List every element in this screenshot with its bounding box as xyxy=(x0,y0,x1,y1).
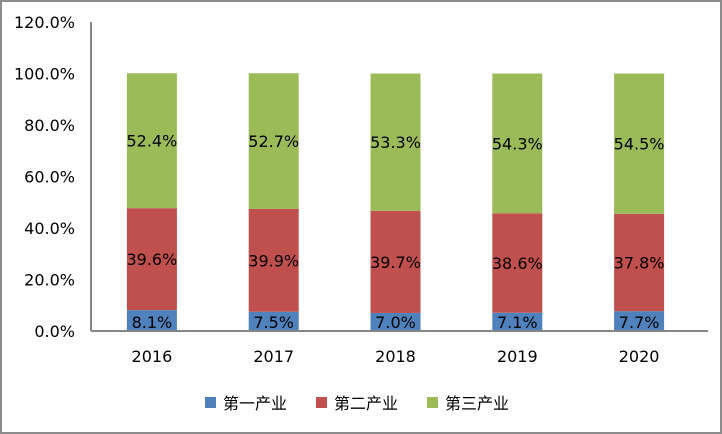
data-label: 38.6% xyxy=(492,254,543,273)
bar-segment xyxy=(614,73,665,214)
data-label: 37.8% xyxy=(614,254,665,273)
x-tick-label: 2020 xyxy=(619,347,660,366)
legend-label: 第三产业 xyxy=(445,394,509,413)
bar-segment xyxy=(492,213,543,313)
x-tick-label: 2016 xyxy=(132,347,173,366)
data-label: 54.3% xyxy=(492,134,543,153)
bar-segment xyxy=(614,311,665,331)
y-tick-label: 80.0% xyxy=(24,116,75,135)
data-label: 7.1% xyxy=(497,313,538,332)
data-label: 52.4% xyxy=(126,132,177,151)
data-label: 54.5% xyxy=(614,135,665,154)
x-tick-label: 2017 xyxy=(253,347,294,366)
legend-swatch xyxy=(205,397,216,408)
bar-segment xyxy=(370,73,421,211)
data-label: 39.7% xyxy=(370,253,421,272)
data-label: 53.3% xyxy=(370,133,421,152)
data-label: 8.1% xyxy=(132,313,173,332)
data-label: 52.7% xyxy=(248,132,299,151)
y-tick-label: 20.0% xyxy=(24,271,75,290)
y-tick-label: 100.0% xyxy=(14,65,75,84)
bar-segment xyxy=(126,73,177,209)
y-tick-label: 0.0% xyxy=(34,322,75,341)
data-label: 7.5% xyxy=(253,313,294,332)
y-tick-label: 40.0% xyxy=(24,219,75,238)
data-label: 7.0% xyxy=(375,313,416,332)
data-label: 39.6% xyxy=(126,250,177,269)
bar-segment xyxy=(370,312,421,331)
y-tick-label: 120.0% xyxy=(14,13,75,32)
bar-segment xyxy=(248,73,299,209)
bar-segment xyxy=(492,73,543,214)
data-label: 7.7% xyxy=(619,313,660,332)
bar-segment xyxy=(370,210,421,313)
bar-segment xyxy=(492,312,543,331)
legend-label: 第一产业 xyxy=(223,394,287,413)
bar-segment xyxy=(248,311,299,331)
legend-swatch xyxy=(427,397,438,408)
bar-segment xyxy=(126,208,177,311)
legend-label: 第二产业 xyxy=(334,394,398,413)
y-tick-label: 60.0% xyxy=(24,168,75,187)
x-tick-label: 2019 xyxy=(497,347,538,366)
bar-segment xyxy=(126,310,177,331)
legend-swatch xyxy=(316,397,327,408)
bar-segment xyxy=(248,208,299,312)
x-tick-label: 2018 xyxy=(375,347,416,366)
bar-segment xyxy=(614,213,665,312)
data-label: 39.9% xyxy=(248,251,299,270)
